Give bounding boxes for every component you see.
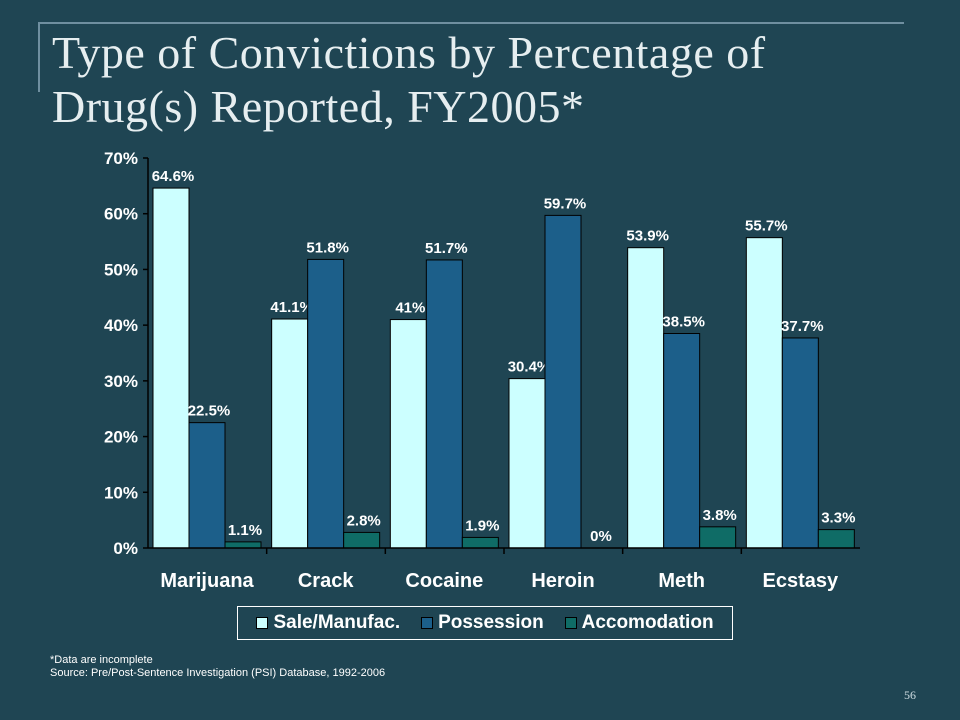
legend-item-sale: Sale/Manufac. [256,612,400,634]
bar [224,541,262,549]
y-tick-label: 60% [104,205,138,224]
y-tick-label: 0% [113,539,138,558]
data-label: 55.7% [745,218,788,235]
bar [152,187,190,549]
bar [461,536,499,549]
category-label: Meth [658,570,705,592]
footnote-block: *Data are incomplete Source: Pre/Post-Se… [50,654,385,680]
bar [745,237,783,549]
data-label: 3.3% [821,510,855,527]
legend-item-accomodation: Accomodation [564,612,714,634]
data-label: 41.1% [270,299,313,316]
data-label: 38.5% [662,314,705,331]
legend-swatch-accomodation [564,617,577,629]
bar [781,337,819,549]
data-label: 59.7% [544,195,587,212]
legend-swatch-possession [421,617,434,629]
legend-label-possession: Possession [438,612,544,633]
legend-label-sale: Sale/Manufac. [273,612,401,633]
data-label: 51.8% [306,239,349,256]
data-label: 1.1% [228,522,262,539]
legend-swatch-sale [256,617,269,629]
data-label: 64.6% [152,168,195,185]
data-label: 51.7% [425,240,468,257]
y-tick-label: 10% [104,483,138,502]
y-tick-label: 70% [104,149,138,168]
title-rule-left [38,22,40,92]
data-label: 0% [590,528,612,545]
category-label: Heroin [531,570,594,592]
legend-item-possession: Possession [421,612,544,634]
bar [508,378,546,549]
data-label: 37.7% [781,318,824,335]
y-tick-label: 50% [104,260,138,279]
data-label: 2.8% [347,512,381,529]
bar [699,526,737,549]
category-label: Marijuana [160,570,254,592]
chart-legend: Sale/Manufac. Possession Accomodation [237,606,733,640]
bar [343,531,381,549]
bar [425,259,463,549]
source-text: Source: Pre/Post-Sentence Investigation … [50,667,386,679]
y-tick-label: 40% [104,316,138,335]
bar [271,318,309,549]
title-rule-top [38,22,904,24]
bar [544,214,582,549]
y-tick-label: 20% [104,428,138,447]
category-label: Crack [298,570,354,592]
bar [663,333,701,549]
data-label: 30.4% [508,359,551,376]
data-label: 22.5% [188,403,231,420]
bar [389,319,427,549]
slide-title: Type of Convictions by Percentage of Dru… [52,27,766,132]
data-label: 1.9% [465,517,499,534]
bar [307,258,345,549]
data-label: 3.8% [703,507,737,524]
category-label: Ecstasy [763,570,839,592]
category-label: Cocaine [405,570,483,592]
bar [188,422,226,549]
y-tick-label: 30% [104,372,138,391]
data-label: 53.9% [626,228,669,245]
footnote-text: *Data are incomplete [50,654,153,666]
data-label: 41% [395,300,425,317]
bar [817,529,855,549]
legend-label-accomodation: Accomodation [581,612,714,633]
bar [627,247,665,549]
page-number: 56 [904,688,916,702]
